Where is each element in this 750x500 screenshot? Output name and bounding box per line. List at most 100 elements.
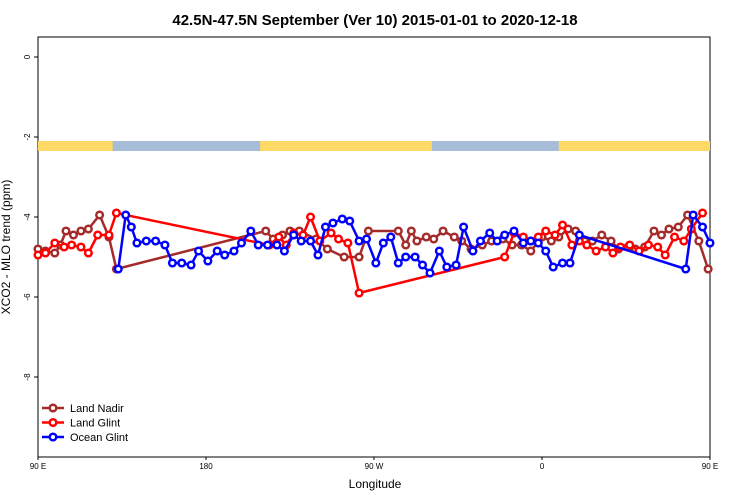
data-point — [274, 232, 284, 242]
data-point — [669, 232, 680, 242]
data-point — [50, 248, 60, 258]
data-point — [425, 268, 435, 278]
data-point — [236, 238, 247, 248]
data-point — [417, 260, 428, 270]
series-land-glint — [33, 208, 708, 298]
data-point — [597, 230, 607, 240]
data-point — [68, 230, 79, 240]
data-point — [111, 208, 121, 218]
data-point — [401, 240, 411, 250]
data-point — [203, 256, 213, 266]
data-point — [608, 248, 618, 258]
data-point — [410, 252, 420, 262]
x-tick-label: 90 W — [365, 462, 384, 471]
data-point — [354, 288, 364, 298]
data-point — [451, 260, 461, 270]
data-point — [76, 226, 86, 236]
land-segment — [558, 141, 710, 151]
data-point — [475, 236, 485, 246]
data-point — [688, 210, 698, 220]
data-point — [591, 246, 601, 256]
x-tick-label: 0 — [540, 462, 545, 471]
data-point — [113, 264, 123, 274]
data-point — [485, 228, 495, 238]
data-point — [386, 232, 396, 242]
y-axis: 0 -2 -4 -6 -8 — [23, 54, 38, 381]
data-point — [401, 252, 411, 262]
series-layer — [33, 208, 715, 298]
data-point — [305, 212, 316, 222]
data-point — [104, 230, 114, 240]
data-point — [500, 230, 510, 240]
data-point — [40, 248, 51, 258]
data-point — [526, 246, 536, 256]
data-point — [378, 238, 388, 248]
data-point — [574, 230, 584, 240]
x-axis-label: Longitude — [349, 477, 402, 491]
data-point — [526, 236, 536, 246]
data-point — [326, 228, 336, 238]
data-point — [546, 236, 556, 246]
data-point — [703, 264, 713, 274]
data-point — [50, 238, 60, 248]
data-point — [673, 222, 683, 232]
x-tick-label: 180 — [199, 462, 213, 471]
legend-swatch-marker — [48, 432, 58, 442]
data-point — [132, 238, 142, 248]
land-segment — [260, 141, 432, 151]
data-point — [212, 246, 222, 256]
data-point — [660, 250, 670, 260]
data-point — [371, 258, 381, 268]
data-point — [438, 226, 448, 236]
data-point — [83, 224, 93, 234]
data-point — [126, 222, 136, 232]
data-point — [705, 238, 715, 248]
data-point — [649, 226, 659, 236]
data-point — [393, 258, 403, 268]
data-point — [697, 208, 708, 218]
data-point — [272, 240, 282, 250]
y-axis-label: XCO2 - MLO trend (ppm) — [0, 180, 13, 315]
data-point — [509, 226, 519, 236]
data-point — [694, 236, 704, 246]
data-point — [59, 242, 69, 252]
legend: Land Nadir Land Glint Ocean Glint — [42, 403, 128, 444]
y-tick-label: -2 — [23, 133, 32, 141]
data-point — [541, 226, 551, 236]
land-ocean-band — [38, 141, 710, 151]
y-tick-label: -8 — [23, 373, 32, 381]
legend-swatch-marker — [48, 417, 58, 428]
data-point — [354, 252, 364, 262]
data-point — [95, 210, 105, 220]
y-tick-label: -4 — [23, 213, 32, 221]
chart-title: 42.5N-47.5N September (Ver 10) 2015-01-0… — [172, 12, 577, 29]
data-point — [625, 240, 635, 250]
data-point — [320, 222, 331, 232]
data-point — [289, 230, 299, 240]
data-point — [406, 226, 416, 236]
legend-label: Ocean Glint — [70, 432, 128, 444]
data-point — [67, 240, 77, 250]
data-point — [550, 230, 560, 240]
data-point — [83, 248, 93, 258]
data-point — [151, 236, 161, 246]
data-point — [167, 258, 177, 268]
y-tick-label: -6 — [23, 293, 32, 301]
data-point — [459, 222, 469, 232]
data-point — [328, 218, 338, 228]
data-point — [361, 234, 372, 244]
data-point — [61, 226, 71, 236]
series-line — [37, 211, 704, 295]
y-tick-label: 0 — [23, 54, 32, 59]
data-point — [229, 246, 239, 256]
legend-label: Land Glint — [70, 418, 120, 430]
data-point — [679, 236, 689, 246]
data-point — [313, 250, 323, 260]
legend-label: Land Nadir — [70, 403, 124, 415]
data-point — [643, 240, 653, 250]
data-point — [339, 252, 349, 262]
data-point — [653, 242, 663, 252]
data-point — [533, 238, 543, 248]
data-point — [160, 240, 170, 250]
data-point — [220, 250, 230, 260]
